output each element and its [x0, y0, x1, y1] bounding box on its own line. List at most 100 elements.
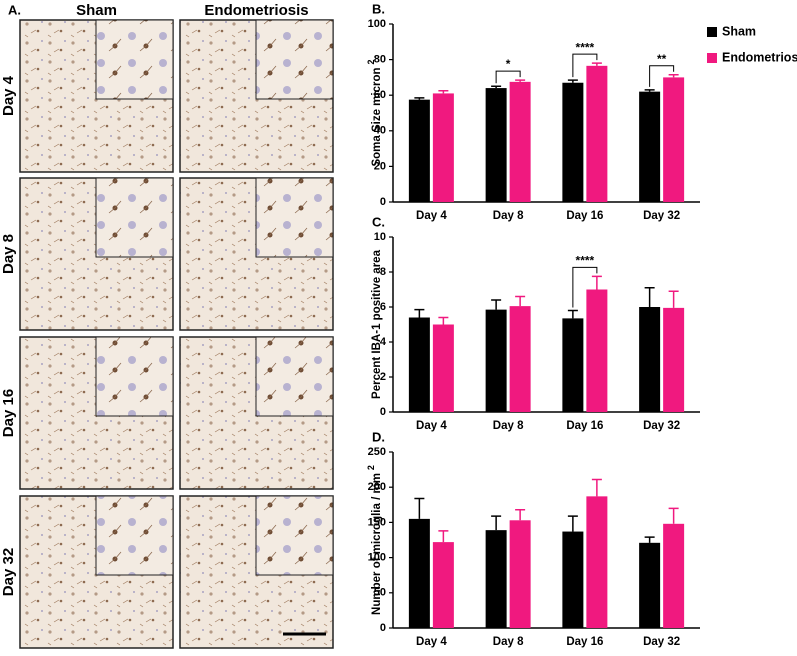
micrograph-inset — [95, 336, 174, 417]
y-axis-label-superscript: 2 — [366, 59, 376, 64]
error-bar — [438, 90, 449, 94]
y-axis-label: Percent IBA-1 positive area — [371, 249, 383, 399]
x-tick-label: Day 4 — [416, 636, 447, 648]
bar — [562, 318, 584, 412]
y-axis-label-text: Percent IBA-1 positive area — [371, 249, 383, 399]
y-tick-label: 100 — [368, 552, 386, 564]
y-tick-label: 2 — [380, 371, 386, 383]
bar — [408, 99, 430, 202]
bar — [562, 82, 584, 202]
bar — [586, 65, 608, 202]
row-label: Day 8 — [0, 234, 17, 274]
error-bar — [668, 73, 679, 78]
panel-label: D. — [372, 429, 385, 444]
bar — [432, 324, 454, 412]
y-axis-label-text: Soma Size micron — [371, 67, 383, 166]
error-bar — [438, 530, 449, 543]
significance-label: **** — [576, 254, 595, 268]
legend-label: Endometriosis — [722, 50, 797, 64]
row-label: Day 4 — [0, 75, 17, 116]
significance-label: ** — [657, 52, 667, 66]
x-tick-label: Day 32 — [643, 420, 680, 432]
y-tick-label: 0 — [380, 196, 386, 208]
bar — [562, 531, 584, 628]
bar — [509, 520, 531, 628]
x-tick-label: Day 4 — [416, 210, 447, 222]
legend-swatch — [707, 53, 717, 63]
significance-bracket — [572, 266, 598, 308]
y-tick-label: 200 — [368, 481, 386, 493]
bar — [509, 306, 531, 412]
bar — [639, 542, 661, 628]
error-bar — [515, 79, 526, 82]
y-tick-label: 250 — [368, 446, 386, 458]
bar — [485, 88, 507, 202]
y-tick-label: 8 — [380, 266, 386, 278]
y-axis-label-text: Number of microglia / mm — [371, 473, 383, 615]
y-axis-label: Soma Size micron 2 — [366, 59, 383, 166]
panel-label: B. — [372, 1, 385, 16]
error-bar — [668, 290, 679, 308]
micrograph-inset — [255, 19, 334, 100]
bar — [639, 307, 661, 412]
micrograph-inset — [95, 495, 174, 576]
bar — [432, 542, 454, 628]
x-tick-label: Day 16 — [566, 636, 603, 648]
error-bar — [668, 507, 679, 524]
error-bar — [644, 287, 655, 307]
column-label: Endometriosis — [204, 2, 308, 19]
significance-label: * — [506, 57, 511, 71]
error-bar — [491, 85, 502, 89]
bar — [485, 309, 507, 412]
error-bar — [591, 478, 602, 497]
y-tick-label: 100 — [368, 18, 386, 30]
panel-label: C. — [372, 214, 385, 229]
y-axis-label-superscript: 2 — [366, 465, 376, 470]
significance-bracket — [572, 53, 598, 78]
error-bar — [491, 299, 502, 310]
error-bar — [567, 515, 578, 532]
y-tick-label: 60 — [374, 89, 386, 101]
legend-label: Sham — [722, 24, 756, 38]
micrograph-inset — [95, 19, 174, 100]
x-tick-label: Day 16 — [566, 210, 603, 222]
x-tick-label: Day 32 — [643, 210, 680, 222]
y-tick-label: 4 — [380, 336, 387, 348]
bar — [485, 530, 507, 628]
panel-label: A. — [8, 2, 21, 17]
legend-swatch — [707, 27, 717, 37]
row-label: Day 16 — [0, 389, 17, 437]
bar — [663, 523, 685, 628]
y-tick-label: 150 — [368, 516, 386, 528]
error-bar — [567, 79, 578, 83]
bar — [509, 81, 531, 202]
error-bar — [414, 497, 425, 519]
y-tick-label: 6 — [380, 301, 386, 313]
y-tick-label: 40 — [374, 125, 386, 137]
bar — [663, 307, 685, 412]
x-tick-label: Day 8 — [493, 210, 524, 222]
y-tick-label: 80 — [374, 54, 386, 66]
error-bar — [644, 536, 655, 543]
error-bar — [414, 97, 425, 100]
y-tick-label: 0 — [380, 622, 386, 634]
micrograph-inset — [255, 336, 334, 417]
bar — [408, 518, 430, 628]
error-bar — [591, 62, 602, 66]
y-tick-label: 0 — [380, 406, 386, 418]
error-bar — [567, 309, 578, 319]
row-label: Day 32 — [0, 548, 17, 596]
bar — [663, 77, 685, 202]
error-bar — [591, 275, 602, 290]
x-tick-label: Day 16 — [566, 420, 603, 432]
column-label: Sham — [76, 2, 117, 19]
bar — [432, 93, 454, 202]
bar — [408, 317, 430, 412]
y-tick-label: 10 — [374, 231, 386, 243]
micrograph-inset — [95, 177, 174, 258]
micrograph-inset — [255, 177, 334, 258]
error-bar — [515, 295, 526, 307]
y-tick-label: 20 — [374, 160, 386, 172]
